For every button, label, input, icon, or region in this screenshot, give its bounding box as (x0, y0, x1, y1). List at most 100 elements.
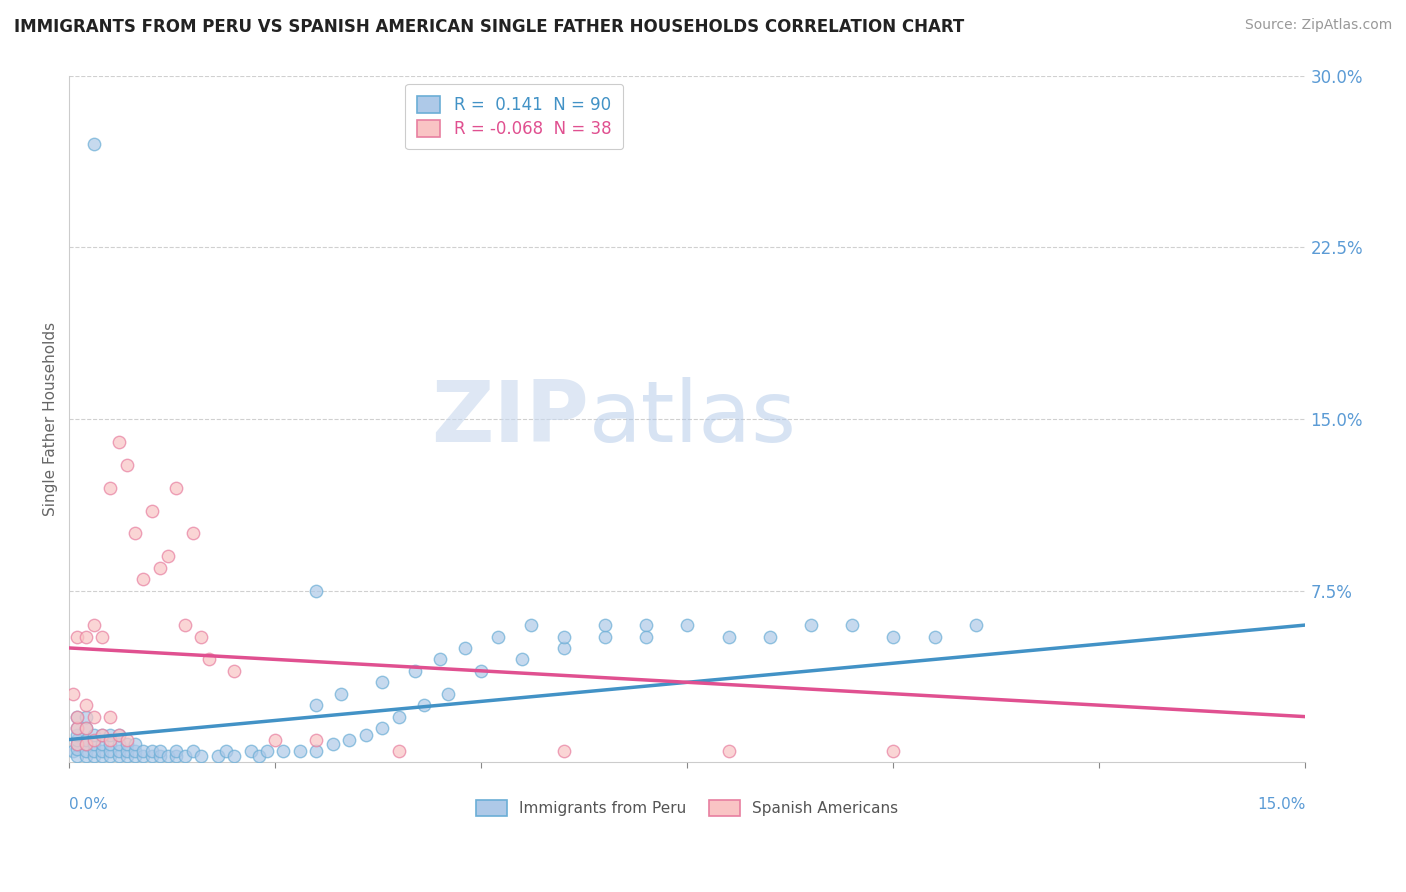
Point (107, 748, 129, 763)
Point (207, 748, 229, 763)
Point (66, 630, 89, 644)
Text: IMMIGRANTS FROM PERU VS SPANISH AMERICAN SINGLE FATHER HOUSEHOLDS CORRELATION CH: IMMIGRANTS FROM PERU VS SPANISH AMERICAN… (14, 18, 965, 36)
Point (758, 630, 780, 644)
Point (239, 744, 262, 758)
Point (83, 728, 105, 742)
Point (115, 744, 138, 758)
Text: atlas: atlas (589, 377, 796, 460)
Point (91, 630, 114, 644)
Point (75, 709, 97, 723)
Point (305, 744, 328, 758)
Point (165, 748, 187, 763)
Point (165, 744, 187, 758)
Point (264, 732, 287, 747)
Point (66, 721, 89, 735)
Point (593, 630, 616, 644)
Point (100, 748, 122, 763)
Point (371, 721, 394, 735)
Point (273, 744, 295, 758)
Point (173, 618, 195, 632)
Point (83, 709, 105, 723)
Point (141, 503, 163, 517)
Point (371, 675, 394, 690)
Point (100, 737, 122, 751)
Point (75, 630, 97, 644)
Point (173, 748, 195, 763)
Point (149, 561, 172, 575)
Point (141, 748, 163, 763)
Point (66, 732, 89, 747)
Point (83, 737, 105, 751)
Point (454, 640, 477, 655)
Point (100, 744, 122, 758)
Point (512, 652, 534, 666)
Point (486, 630, 509, 644)
Point (83, 748, 105, 763)
Point (100, 481, 122, 495)
Point (124, 526, 146, 541)
Point (107, 737, 129, 751)
Point (800, 618, 823, 632)
Point (66, 737, 89, 751)
Point (107, 744, 129, 758)
Point (717, 630, 740, 644)
Point (157, 549, 180, 564)
Point (75, 748, 97, 763)
Point (100, 728, 122, 742)
Point (75, 744, 97, 758)
Point (91, 728, 114, 742)
Text: ZIP: ZIP (430, 377, 589, 460)
Point (124, 744, 146, 758)
Point (412, 698, 434, 713)
Point (115, 748, 138, 763)
Point (215, 744, 238, 758)
Point (882, 744, 904, 758)
Point (841, 618, 863, 632)
Point (519, 618, 541, 632)
Point (83, 744, 105, 758)
Point (141, 744, 163, 758)
Point (593, 618, 616, 632)
Point (429, 652, 451, 666)
Point (66, 741, 89, 756)
Point (157, 748, 180, 763)
Point (83, 137, 105, 152)
Point (91, 748, 114, 763)
Point (256, 744, 278, 758)
Point (305, 698, 328, 713)
Point (62, 687, 84, 701)
Point (305, 732, 328, 747)
Legend: Immigrants from Peru, Spanish Americans: Immigrants from Peru, Spanish Americans (468, 792, 905, 823)
Point (222, 748, 245, 763)
Point (91, 728, 114, 742)
Point (222, 664, 245, 678)
Point (66, 737, 89, 751)
Point (388, 744, 411, 758)
Point (132, 744, 155, 758)
Text: 0.0%: 0.0% (69, 797, 108, 812)
Point (165, 481, 187, 495)
Point (115, 737, 138, 751)
Text: 15.0%: 15.0% (1257, 797, 1305, 812)
Point (100, 732, 122, 747)
Point (676, 618, 699, 632)
Point (404, 664, 426, 678)
Point (83, 618, 105, 632)
Point (66, 721, 89, 735)
Y-axis label: Single Father Households: Single Father Households (44, 322, 58, 516)
Point (115, 458, 138, 472)
Point (132, 748, 155, 763)
Point (553, 630, 575, 644)
Point (91, 737, 114, 751)
Point (66, 748, 89, 763)
Point (322, 737, 344, 751)
Point (75, 737, 97, 751)
Point (83, 732, 105, 747)
Point (115, 732, 138, 747)
Point (124, 737, 146, 751)
Point (305, 583, 328, 598)
Point (339, 732, 361, 747)
Point (149, 744, 172, 758)
Point (66, 728, 89, 742)
Point (354, 728, 377, 742)
